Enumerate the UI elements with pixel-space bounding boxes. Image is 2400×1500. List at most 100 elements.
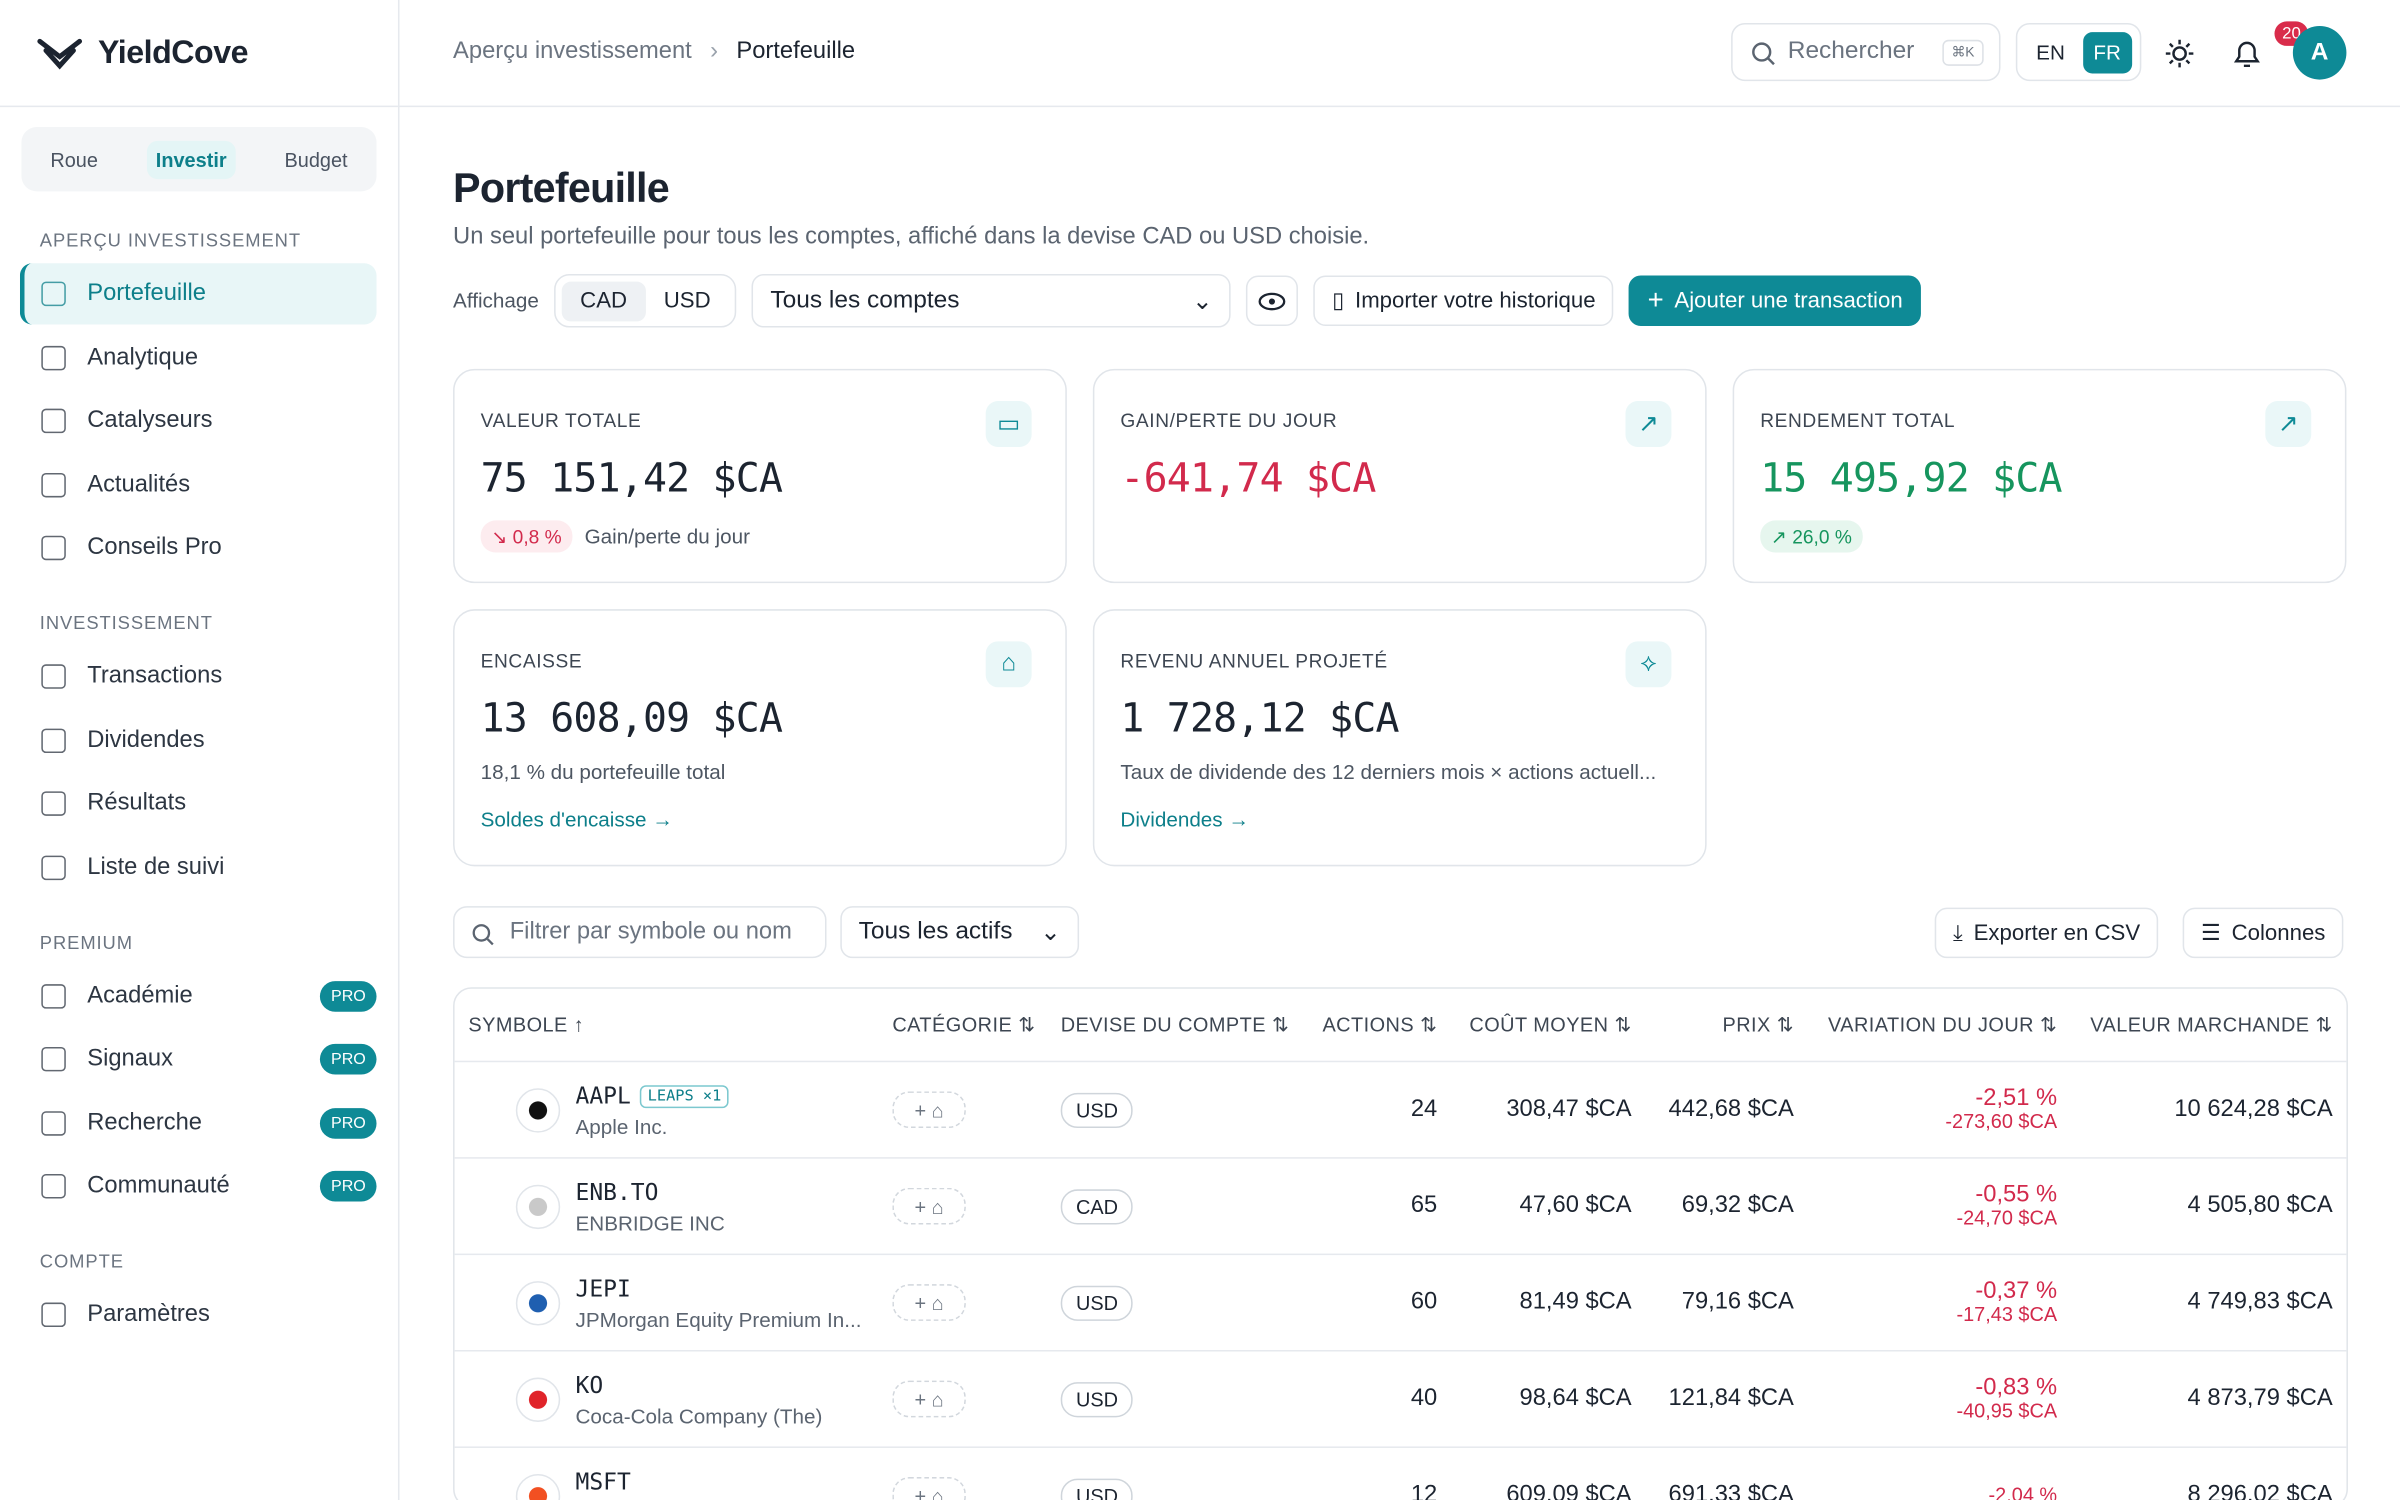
asset-select[interactable]: Tous les actifs ⌄ (840, 906, 1080, 959)
chevron: ⌄ (1192, 288, 1213, 315)
add-button[interactable]: + Ajouter une transaction (1629, 275, 1922, 327)
shares: 65 (1410, 1192, 1438, 1219)
nav-item[interactable]: Dividendes (20, 709, 377, 770)
search-icon (1752, 42, 1775, 66)
table-header: SYMBOLE ↑ CATÉGORIE ⇅ DEVISE DU COMPTE ⇅ AC… (454, 989, 2347, 1063)
nav-item[interactable]: Résultats (20, 773, 377, 834)
card-icon: ⌂ (985, 641, 1032, 688)
nav-item[interactable]: Analytique (20, 327, 377, 388)
nav-item[interactable]: Transactions (20, 646, 377, 707)
nav-label: Conseils Pro (87, 534, 222, 561)
export-button[interactable]: ⤓ Exporter en CSV (1934, 907, 2159, 959)
plus-icon: + (1647, 284, 1664, 316)
card-link[interactable]: Soldes d'encaisse → (480, 808, 673, 832)
theme-toggle[interactable] (2164, 38, 2195, 69)
card-icon: ↗ (2265, 401, 2312, 447)
nav-item[interactable]: Conseils Pro (20, 517, 377, 578)
mode-tab[interactable]: Investir (146, 140, 236, 179)
ticker-line: MSFT (576, 1467, 774, 1496)
nav-item[interactable]: Paramètres (20, 1284, 377, 1345)
nav-label: Paramètres (87, 1301, 210, 1328)
column-header[interactable]: DEVISE DU COMPTE ⇅ (1061, 1012, 1306, 1036)
column-header[interactable]: PRIX ⇅ (1641, 1012, 1803, 1036)
summary-cards: ▭ VALEUR TOTALE 75 151,42 $CA ↘ 0,8 % Gain/p… (453, 368, 2348, 867)
bell[interactable] (2230, 37, 2264, 71)
nav-icon (41, 854, 66, 880)
nav-item[interactable]: Recherche PRO (20, 1092, 377, 1153)
nav-item[interactable]: Signaux PRO (20, 1029, 377, 1090)
day-change: -0,83 % -40,95 $CA (1803, 1374, 2066, 1424)
nav-label: Signaux (87, 1045, 173, 1072)
market-value: 4 505,80 $CA (2187, 1192, 2333, 1219)
nav-item[interactable]: Communauté PRO (20, 1156, 377, 1217)
table-row[interactable]: JEPI JPMorgan Equity Premium In... + ⌂ USD 6… (454, 1255, 2347, 1352)
divider (0, 105, 398, 108)
table-row[interactable]: KO Coca-Cola Company (The) + ⌂ USD 40 98,64 $… (454, 1352, 2347, 1448)
lang-fr[interactable]: FR (2082, 31, 2132, 73)
column-header[interactable]: CATÉGORIE ⇅ (892, 1012, 1060, 1036)
sort-icon: ⇅ (1414, 1012, 1438, 1036)
table-row[interactable]: AAPL LEAPS ×1 Apple Inc. + ⌂ USD 24 308,47 $CA… (454, 1062, 2347, 1159)
add-category[interactable]: + ⌂ (892, 1284, 966, 1321)
nav-item[interactable]: Catalyseurs (20, 390, 377, 451)
nav-item[interactable]: Liste de suivi (20, 836, 377, 897)
mode-tab[interactable]: Budget (284, 147, 348, 171)
symbol-cell: ENB.TO ENBRIDGE INC (468, 1178, 892, 1235)
display-label: Affichage (453, 289, 539, 313)
card-link[interactable]: Dividendes → (1120, 808, 1250, 832)
crumb[interactable]: Aperçu investissement (453, 38, 692, 65)
ticker: KO (575, 1370, 604, 1399)
table-row[interactable]: MSFTMicrosoft Corporation + ⌂ USD 12 609,09 … (455, 1448, 2347, 1500)
visibility-toggle[interactable] (1246, 275, 1299, 327)
currency-cad[interactable]: CAD (561, 280, 646, 321)
lang-en[interactable]: EN (2036, 40, 2065, 64)
mode-tab[interactable]: Roue (50, 147, 98, 171)
card-meta: ↗ 26,0 % (1760, 502, 2319, 553)
price: 79,16 $CA (1681, 1288, 1794, 1315)
arrow-icon: ↗ (1770, 526, 1793, 548)
brand-logo (37, 38, 83, 70)
ticker-line: ENB.TO (576, 1178, 725, 1207)
ticker: MSFT (575, 1467, 631, 1495)
add-category[interactable]: + ⌂ (892, 1380, 966, 1418)
sort-icon: ⇅ (2309, 1012, 2333, 1036)
accounts-select[interactable]: Tous les comptes ⌄ (751, 273, 1232, 328)
doc-icon: ▯ (1332, 288, 1345, 314)
import-button[interactable]: ▯ Importer votre historique (1313, 275, 1614, 327)
column-header[interactable]: VALEUR MARCHANDE ⇅ (2066, 1012, 2342, 1036)
price: 69,32 $CA (1681, 1192, 1794, 1219)
symbol-text: AAPL LEAPS ×1 Apple Inc. (576, 1081, 730, 1138)
company-logo (515, 1376, 561, 1422)
add-category[interactable]: + ⌂ (892, 1477, 966, 1500)
search[interactable]: Rechercher ⌘K (1731, 22, 2001, 82)
currency-pill: USD (1060, 1284, 1134, 1321)
summary-card: ↗ GAIN/PERTE DU JOUR -641,74 $CA (1092, 368, 1707, 584)
pro-badge: PRO (320, 1107, 377, 1139)
symbol-cell: JEPI JPMorgan Equity Premium In... (468, 1274, 892, 1331)
company-name: Apple Inc. (575, 1115, 668, 1139)
table-row[interactable]: ENB.TO ENBRIDGE INC + ⌂ CAD 65 47,60 $CA 69,32… (454, 1159, 2347, 1256)
symbol-text: MSFTMicrosoft Corporation (576, 1467, 774, 1500)
column-label: DEVISE DU COMPTE (1060, 1012, 1266, 1036)
brand[interactable]: YieldCove (37, 31, 249, 77)
currency-usd[interactable]: USD (663, 288, 711, 314)
chevron: ⌄ (1040, 919, 1061, 946)
filter-input[interactable]: Filtrer par symbole ou nom (453, 906, 827, 959)
nav-icon (41, 664, 66, 689)
column-header[interactable]: SYMBOLE ↑ (468, 1013, 892, 1036)
company-name: ENBRIDGE INC (575, 1211, 725, 1235)
column-header[interactable]: ACTIONS ⇅ (1306, 1012, 1447, 1036)
nav-label: Communauté (87, 1172, 230, 1199)
columns-button[interactable]: ☰ Colonnes (2182, 907, 2344, 959)
nav-item[interactable]: Académie PRO (20, 965, 377, 1026)
avatar[interactable]: A (2292, 26, 2347, 80)
symbol-cell: MSFTMicrosoft Corporation (468, 1467, 892, 1500)
add-category[interactable]: + ⌂ (892, 1187, 966, 1225)
nav-item[interactable]: Portefeuille (19, 263, 377, 325)
column-header[interactable]: COÛT MOYEN ⇅ (1446, 1012, 1640, 1036)
add-category[interactable]: + ⌂ (892, 1091, 966, 1129)
symbol-text: KO Coca-Cola Company (The) (576, 1371, 823, 1428)
arrow-icon: ↘ (491, 526, 513, 548)
nav-item[interactable]: Actualités (20, 454, 377, 515)
column-header[interactable]: VARIATION DU JOUR ⇅ (1803, 1012, 2066, 1036)
